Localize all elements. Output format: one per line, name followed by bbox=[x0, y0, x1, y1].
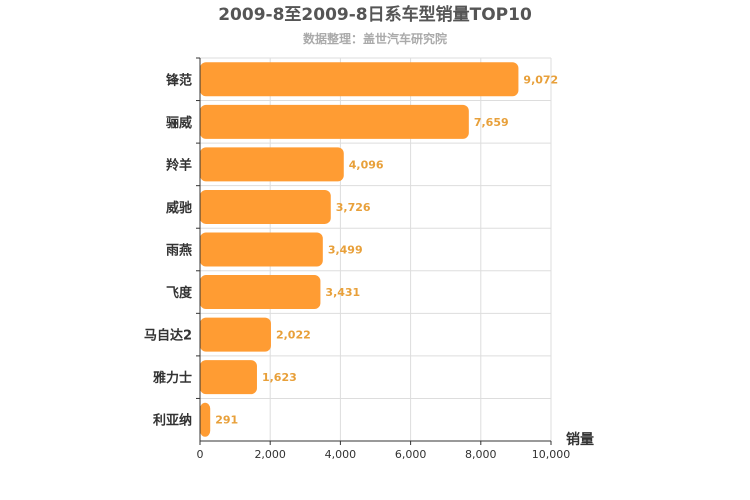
value-label: 9,072 bbox=[523, 73, 558, 86]
x-tick-label: 0 bbox=[197, 448, 204, 461]
value-label: 1,623 bbox=[262, 371, 297, 384]
x-tick-label: 4,000 bbox=[325, 448, 357, 461]
bar-2 bbox=[200, 104, 469, 139]
value-label: 7,659 bbox=[474, 116, 509, 129]
category-label: 锋范 bbox=[166, 72, 192, 88]
category-label: 威驰 bbox=[166, 200, 192, 216]
category-label: 马自达2 bbox=[144, 328, 192, 344]
category-label: 雨燕 bbox=[166, 243, 192, 259]
value-label: 2,022 bbox=[276, 329, 311, 342]
value-label: 4,096 bbox=[349, 158, 384, 171]
value-label: 3,431 bbox=[325, 286, 360, 299]
bar-5 bbox=[200, 232, 323, 267]
x-tick-label: 2,000 bbox=[254, 448, 286, 461]
bar-9 bbox=[200, 402, 211, 437]
value-label: 3,726 bbox=[336, 201, 371, 214]
bar-3 bbox=[200, 147, 344, 182]
bar-4 bbox=[200, 189, 331, 224]
value-label: 291 bbox=[215, 414, 238, 427]
bar-8 bbox=[200, 360, 257, 395]
x-tick-label: 10,000 bbox=[532, 448, 571, 461]
x-tick-label: 8,000 bbox=[465, 448, 497, 461]
category-label: 雅力士 bbox=[153, 370, 192, 386]
category-label: 羚羊 bbox=[166, 157, 192, 173]
category-label: 飞度 bbox=[166, 285, 193, 301]
bar-6 bbox=[200, 275, 321, 310]
category-label: 利亚纳 bbox=[153, 413, 192, 429]
chart-subtitle: 数据整理：盖世汽车研究院 bbox=[303, 31, 447, 46]
bar-1 bbox=[200, 62, 519, 97]
value-label: 3,499 bbox=[328, 244, 363, 257]
grid-lines bbox=[200, 57, 552, 442]
bars: 9,072 7,659 4,096 3,726 3,499 3,431 2,022 1,623… bbox=[200, 62, 558, 437]
x-axis-title: 销量 bbox=[566, 431, 594, 448]
chart-title: 2009-8至2009-8日系车型销量TOP10 bbox=[218, 4, 532, 25]
x-tick-label: 6,000 bbox=[395, 448, 427, 461]
category-label: 骊威 bbox=[166, 115, 192, 131]
bar-7 bbox=[200, 317, 271, 352]
